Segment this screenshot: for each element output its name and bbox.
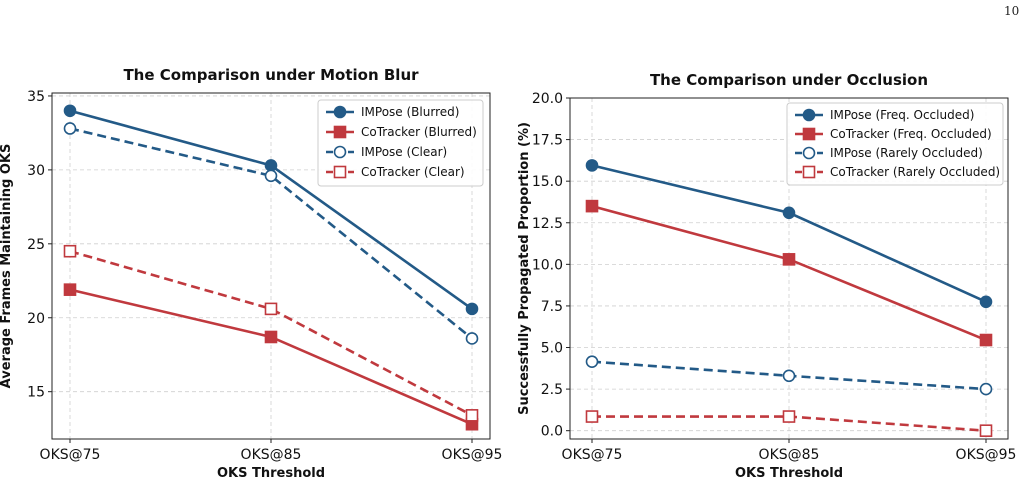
data-point — [465, 332, 479, 345]
data-point — [782, 410, 796, 423]
y-tick-label: 2.5 — [541, 382, 563, 398]
y-tick-label: 30 — [27, 163, 45, 179]
data-point — [979, 424, 993, 437]
series-3 — [63, 122, 479, 345]
x-axis-label: OKS Threshold — [735, 466, 843, 481]
x-tick-label: OKS@85 — [759, 447, 820, 463]
y-tick-label: 15.0 — [532, 174, 563, 190]
legend-marker — [802, 146, 816, 160]
chart-title: The Comparison under Occlusion — [650, 71, 928, 89]
legend-marker — [802, 165, 816, 179]
legend-marker — [333, 145, 347, 159]
legend-label: CoTracker (Blurred) — [361, 125, 477, 139]
legend-label: IMPose (Rarely Occluded) — [830, 146, 983, 160]
x-tick-label: OKS@95 — [956, 447, 1017, 463]
legend-label: CoTracker (Rarely Occluded) — [830, 165, 1000, 179]
legend-label: IMPose (Freq. Occluded) — [830, 108, 974, 122]
legend-box — [786, 102, 1004, 186]
legend-marker — [802, 108, 816, 122]
y-tick-label: 0.0 — [541, 424, 563, 440]
data-point — [782, 369, 796, 383]
data-point — [585, 410, 599, 423]
series-2 — [585, 199, 993, 347]
y-tick-label: 7.5 — [541, 299, 563, 315]
legend-label: IMPose (Blurred) — [361, 105, 459, 119]
series-1 — [63, 104, 479, 316]
x-tick-label: OKS@95 — [442, 447, 503, 463]
legend: IMPose (Blurred) CoTracker (Blurred) IMPos… — [317, 99, 484, 187]
y-tick-label: 15 — [27, 385, 45, 401]
legend: IMPose (Freq. Occluded) CoTracker (Freq. … — [786, 102, 1004, 186]
data-point — [782, 206, 796, 220]
data-point — [585, 159, 599, 172]
data-point — [63, 104, 77, 118]
chart-title: The Comparison under Motion Blur — [123, 66, 419, 84]
x-axis-label: OKS Threshold — [217, 466, 325, 481]
series-1 — [585, 159, 993, 309]
y-tick-label: 35 — [27, 89, 45, 105]
data-point — [63, 122, 77, 135]
legend-marker — [333, 105, 347, 119]
series-4 — [63, 244, 479, 422]
y-axis-label: Average Frames Maintaining OKS — [0, 144, 14, 389]
y-tick-label: 10.0 — [532, 257, 563, 273]
y-tick-label: 25 — [27, 237, 45, 253]
y-tick-label: 20.0 — [532, 91, 563, 107]
data-point — [264, 159, 278, 172]
page-number: 10 — [1004, 4, 1020, 18]
legend-label: IMPose (Clear) — [361, 145, 447, 159]
data-point — [979, 382, 993, 396]
legend-label: CoTracker (Clear) — [361, 165, 465, 179]
data-point — [264, 302, 278, 316]
y-axis-label: Successfully Propagated Proportion (%) — [517, 122, 532, 415]
y-tick-label: 12.5 — [532, 216, 563, 232]
data-point — [264, 330, 278, 344]
legend-marker — [333, 125, 347, 139]
x-tick-label: OKS@75 — [562, 447, 623, 463]
chart-2: 0.0 2.5 5.0 7.5 10.0 12.5 15.0 17.5 20.0 OKS@75 OK… — [517, 71, 1016, 481]
data-point — [979, 333, 993, 347]
legend-marker — [333, 165, 347, 179]
legend-box — [317, 99, 484, 187]
data-point — [264, 169, 278, 183]
data-point — [465, 409, 479, 422]
y-tick-label: 17.5 — [532, 133, 563, 149]
x-tick-label: OKS@85 — [241, 447, 302, 463]
data-point — [63, 244, 77, 258]
data-point — [585, 199, 599, 213]
data-point — [979, 295, 993, 309]
chart-1: 15 20 25 30 35 OKS@75 OKS@85 OKS@95 The Comparis… — [0, 66, 502, 481]
y-tick-label: 20 — [27, 311, 45, 327]
x-tick-label: OKS@75 — [40, 447, 101, 463]
data-point — [465, 302, 479, 316]
series-line — [69, 127, 473, 340]
data-point — [782, 253, 796, 266]
legend-marker — [802, 127, 816, 141]
y-tick-label: 5.0 — [541, 341, 563, 357]
series-4 — [585, 410, 993, 437]
series-3 — [585, 355, 993, 396]
data-point — [585, 355, 599, 368]
legend-label: CoTracker (Freq. Occluded) — [830, 127, 992, 141]
data-point — [63, 283, 77, 296]
